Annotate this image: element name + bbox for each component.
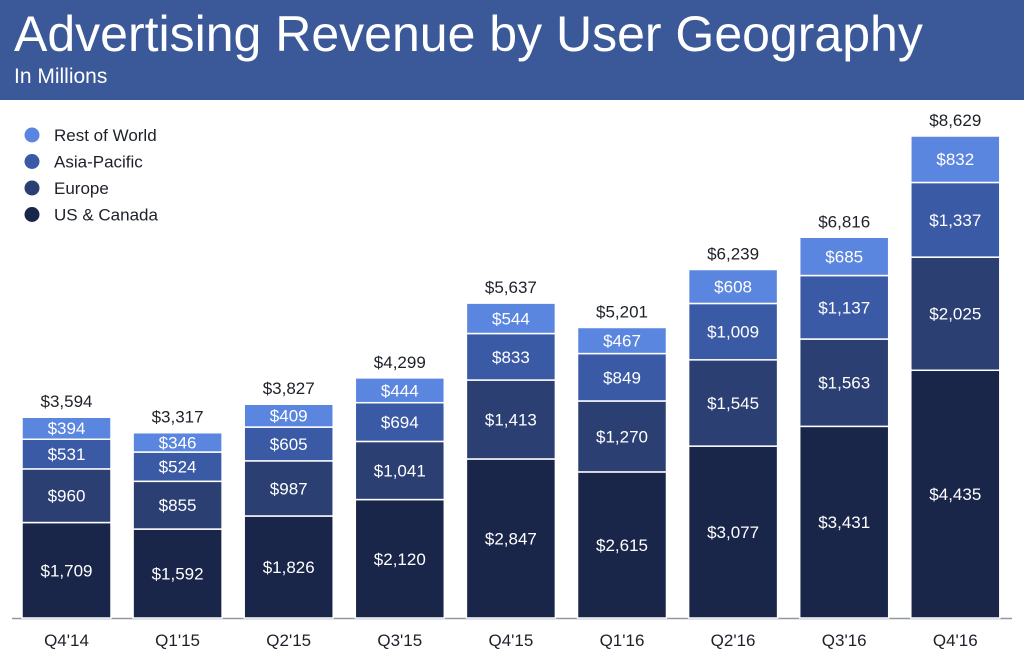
data-label: $849 xyxy=(603,368,641,387)
bar-segment xyxy=(132,528,223,619)
bar-segment xyxy=(354,401,446,443)
chart-title: Advertising Revenue by User Geography xyxy=(14,6,923,62)
data-label: $1,563 xyxy=(818,374,870,393)
data-label: $608 xyxy=(714,277,752,296)
bar-segment xyxy=(576,471,668,619)
x-tick-label: Q4'15 xyxy=(488,631,533,650)
header-banner: Advertising Revenue by User Geography In… xyxy=(0,0,1024,100)
bar-segment xyxy=(243,403,334,428)
data-label: $855 xyxy=(159,496,197,515)
bar-segment xyxy=(243,515,334,619)
bar-segment xyxy=(243,426,334,462)
total-label: $3,317 xyxy=(152,408,204,427)
total-label: $6,816 xyxy=(818,212,870,231)
data-label: $346 xyxy=(159,433,197,452)
data-label: $685 xyxy=(825,247,863,266)
data-label: $605 xyxy=(270,435,308,454)
bar-segment xyxy=(132,451,223,483)
data-label: $544 xyxy=(492,309,530,328)
data-label: $1,592 xyxy=(152,565,204,584)
bar-segment xyxy=(910,181,1001,258)
bar-segment xyxy=(21,416,112,441)
data-label: $1,337 xyxy=(929,211,981,230)
data-label: $832 xyxy=(936,150,974,169)
bar-segment xyxy=(798,236,890,277)
total-label: $3,827 xyxy=(263,379,315,398)
data-label: $833 xyxy=(492,348,530,367)
legend-swatch xyxy=(24,154,40,169)
x-tick-label: Q1'15 xyxy=(155,631,200,650)
bar-segment xyxy=(576,400,668,473)
bar-segment xyxy=(465,458,557,619)
total-label: $6,239 xyxy=(707,245,759,264)
x-tick-label: Q2'16 xyxy=(711,631,756,650)
data-label: $524 xyxy=(159,458,197,477)
legend-label: US & Canada xyxy=(54,206,158,225)
data-label: $2,847 xyxy=(485,529,537,548)
bar-segment xyxy=(21,468,112,524)
legend-swatch xyxy=(24,127,40,143)
data-label: $694 xyxy=(381,413,419,432)
bar-segment xyxy=(576,326,668,355)
bar-segment xyxy=(798,338,890,428)
legend-label: Asia-Pacific xyxy=(54,153,143,172)
x-tick-label: Q2'15 xyxy=(266,631,311,650)
chart-subtitle: In Millions xyxy=(14,65,108,88)
bar-segment xyxy=(465,332,557,381)
legend-label: Europe xyxy=(54,179,109,198)
x-tick-label: Q4'16 xyxy=(933,631,978,650)
bar-segment xyxy=(687,445,779,619)
bar-segment xyxy=(21,438,112,470)
data-label: $1,413 xyxy=(485,411,537,430)
bar-segment xyxy=(687,359,779,447)
legend-swatch xyxy=(24,180,40,196)
data-label: $960 xyxy=(48,487,86,506)
bar-segment xyxy=(910,135,1001,184)
bar-segment xyxy=(354,377,446,404)
legend-swatch xyxy=(24,207,40,222)
data-label: $4,435 xyxy=(929,485,981,504)
data-label: $987 xyxy=(270,479,308,498)
bar-segment xyxy=(910,256,1001,372)
bar-segment xyxy=(687,268,779,305)
total-label: $5,637 xyxy=(485,278,537,297)
bar-segment xyxy=(465,379,557,460)
bar-segment xyxy=(465,302,557,335)
bar-segment xyxy=(687,302,779,361)
x-tick-label: Q3'15 xyxy=(377,631,422,650)
bar-segment xyxy=(132,431,223,453)
data-label: $2,120 xyxy=(374,550,426,569)
data-label: $394 xyxy=(48,419,86,438)
data-label: $531 xyxy=(48,445,86,464)
data-label: $444 xyxy=(381,381,419,400)
legend-label: Rest of World xyxy=(54,126,157,145)
x-tick-label: Q4'14 xyxy=(44,631,89,650)
data-label: $2,615 xyxy=(596,536,648,555)
total-label: $3,594 xyxy=(41,392,93,411)
legend: Rest of World Asia-Pacific Europe US & Cana… xyxy=(24,126,158,225)
data-label: $1,270 xyxy=(596,427,648,446)
data-label: $1,009 xyxy=(707,323,759,342)
bar-segment xyxy=(132,480,223,530)
data-label: $1,041 xyxy=(374,462,426,481)
data-label: $1,137 xyxy=(818,298,870,317)
data-label: $1,545 xyxy=(707,394,759,413)
total-label: $4,299 xyxy=(374,353,426,372)
data-label: $409 xyxy=(270,407,308,426)
data-label: $3,077 xyxy=(707,523,759,542)
x-tick-label: Q3'16 xyxy=(822,631,867,650)
data-label: $467 xyxy=(603,332,641,351)
bar-segment xyxy=(243,460,334,517)
data-label: $1,709 xyxy=(41,561,93,580)
total-label: $8,629 xyxy=(929,111,981,130)
bar-segment xyxy=(798,425,890,619)
x-tick-label: Q1'16 xyxy=(600,631,645,650)
total-label: $5,201 xyxy=(596,302,648,321)
bar-segment xyxy=(354,498,446,619)
bar-segment xyxy=(576,352,668,402)
data-label: $2,025 xyxy=(929,305,981,324)
data-label: $3,431 xyxy=(818,513,870,532)
data-label: $1,826 xyxy=(263,558,315,577)
